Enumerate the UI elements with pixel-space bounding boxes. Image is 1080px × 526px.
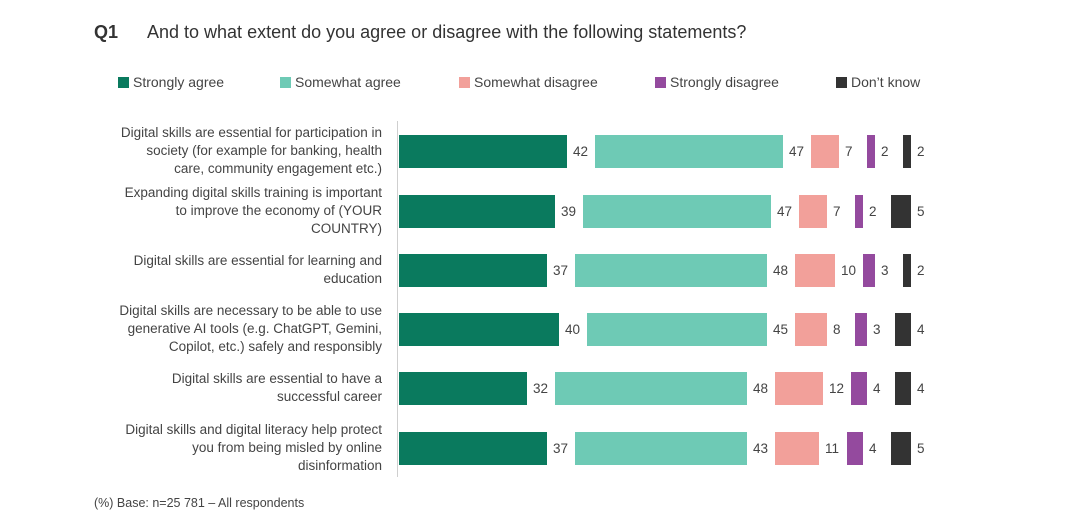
legend-swatch: [655, 76, 666, 88]
legend-item-2: Somewhat disagree: [459, 74, 598, 90]
bar-segment: [775, 431, 819, 465]
legend-label: Somewhat disagree: [474, 74, 598, 90]
data-label: 32: [533, 380, 549, 396]
data-label: 43: [753, 440, 769, 456]
bar-segment: [799, 194, 827, 228]
axis-line: [397, 121, 398, 477]
bar-segment: [775, 371, 823, 405]
bar-segment: [575, 431, 747, 465]
data-label: 3: [881, 262, 889, 278]
bar-segment: [895, 371, 911, 405]
data-label: 37: [553, 262, 569, 278]
bar-segment: [587, 312, 767, 346]
data-label: 7: [833, 203, 841, 219]
legend-label: Strongly agree: [133, 74, 225, 90]
data-label: 12: [829, 380, 845, 396]
legend: Strongly agree Somewhat agree Somewhat dis…: [0, 74, 1080, 94]
legend-item-3: Strongly disagree: [655, 74, 779, 90]
legend-label: Don’t know: [851, 74, 921, 90]
legend-item-0: Strongly agree: [118, 74, 224, 90]
category-label: Digital skills are essential to have a su…: [171, 371, 382, 404]
data-label: 11: [825, 440, 840, 456]
category-label: Expanding digital skills training is imp…: [124, 185, 382, 236]
data-label: 47: [789, 143, 805, 159]
bar-segment: [851, 371, 867, 405]
bar-segment: [811, 134, 839, 168]
bar-segment: [903, 253, 911, 287]
question-number: Q1: [94, 22, 119, 42]
footnote: (%) Base: n=25 781 – All respondents: [94, 496, 305, 510]
data-label: 2: [869, 203, 877, 219]
bar-segment: [895, 312, 911, 346]
bar-segment: [399, 253, 547, 287]
data-label: 5: [917, 440, 925, 456]
bar-segment: [399, 431, 547, 465]
category-label: Digital skills are essential for learnin…: [133, 253, 382, 286]
bar-segment: [399, 371, 527, 405]
data-label: 48: [773, 262, 789, 278]
bar-segment: [903, 134, 911, 168]
data-label: 4: [917, 321, 925, 337]
data-label: 48: [753, 380, 769, 396]
bar-segment: [795, 312, 827, 346]
data-label: 4: [869, 440, 877, 456]
chart-title: And to what extent do you agree or disag…: [147, 22, 747, 42]
category-label: Digital skills and digital literacy help…: [125, 422, 382, 473]
bar-segment: [399, 312, 559, 346]
data-label: 3: [873, 321, 881, 337]
legend-swatch: [459, 76, 470, 88]
bar-segment: [795, 253, 835, 287]
category-label: Digital skills are essential for partici…: [120, 125, 382, 176]
bar-segment: [847, 431, 863, 465]
data-label: 47: [777, 203, 793, 219]
data-label: 2: [881, 143, 889, 159]
bar-segment: [575, 253, 767, 287]
data-label: 10: [841, 262, 857, 278]
data-label: 8: [833, 321, 841, 337]
data-label: 2: [917, 262, 925, 278]
bar-segment: [891, 431, 911, 465]
category-label: Digital skills are necessary to be able …: [119, 303, 382, 354]
bar-segment: [399, 134, 567, 168]
data-label: 5: [917, 203, 925, 219]
legend-swatch: [280, 76, 291, 88]
bar-segment: [583, 194, 771, 228]
data-label: 7: [845, 143, 853, 159]
data-label: 45: [773, 321, 789, 337]
legend-swatch: [118, 76, 129, 88]
data-label: 4: [917, 380, 925, 396]
bar-segment: [855, 194, 863, 228]
bar-segment: [595, 134, 783, 168]
bar-segment: [891, 194, 911, 228]
bar-segment: [399, 194, 555, 228]
legend-swatch: [836, 76, 847, 88]
data-label: 39: [561, 203, 577, 219]
legend-label: Somewhat agree: [295, 74, 401, 90]
bar-segment: [855, 312, 867, 346]
data-label: 42: [573, 143, 589, 159]
data-label: 4: [873, 380, 881, 396]
legend-item-1: Somewhat agree: [280, 74, 401, 90]
legend-item-4: Don’t know: [836, 74, 920, 90]
data-label: 37: [553, 440, 569, 456]
bar-segment: [863, 253, 875, 287]
data-label: 2: [917, 143, 925, 159]
bar-segment: [867, 134, 875, 168]
bar-segment: [555, 371, 747, 405]
legend-label: Strongly disagree: [670, 74, 779, 90]
data-label: 40: [565, 321, 581, 337]
